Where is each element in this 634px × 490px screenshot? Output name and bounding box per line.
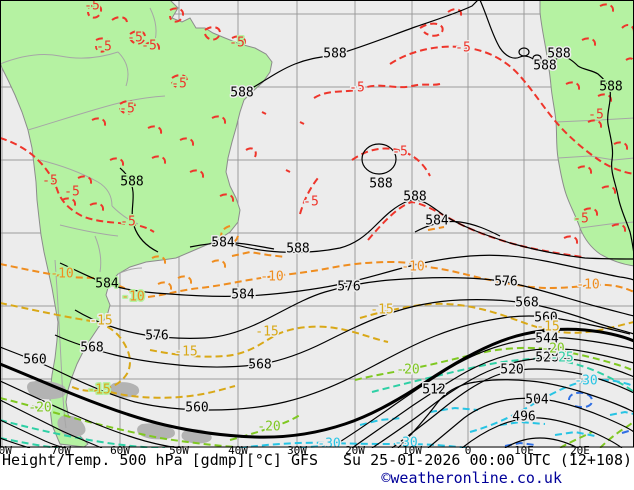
height-contour-label: 520	[500, 363, 523, 378]
temp-contour-label: -5	[96, 40, 112, 55]
temp-contour-label: -5	[127, 31, 143, 46]
height-contour-label: 544	[535, 332, 559, 347]
height-contour-label: 528	[535, 351, 558, 366]
chart-title: Height/Temp. 500 hPa [gdmp][°C] GFS	[2, 451, 319, 469]
temp-contour-label: -5	[588, 108, 604, 123]
height-contour-label: 560	[185, 401, 208, 416]
temp-contour-label: -15	[87, 383, 110, 398]
height-contour-label: 576	[494, 275, 517, 290]
temp-contour-label: -5	[229, 36, 245, 51]
temp-contour-label: -15	[89, 314, 112, 329]
temp-contour-label: -10	[50, 267, 73, 282]
height-contour-label: 560	[23, 353, 46, 368]
height-contour-label: 588	[547, 47, 570, 62]
x-axis-label: 20E	[570, 444, 590, 457]
temp-contour-label: -5	[573, 212, 589, 227]
height-contour-label: 576	[145, 329, 168, 344]
temp-contour-label: -5	[171, 77, 187, 92]
x-axis-label: 10E	[514, 444, 534, 457]
height-contour-label: 560	[534, 311, 557, 326]
x-axis-label: 40W	[228, 444, 248, 457]
height-contours	[0, 0, 634, 448]
height-contour-label: 588	[323, 47, 346, 62]
x-axis-label: 0	[464, 444, 472, 457]
x-axis-label: 20W	[345, 444, 365, 457]
x-axis-label: 70W	[51, 444, 71, 457]
x-axis-label: 30W	[287, 444, 307, 457]
temp-contour-label: -10	[401, 260, 424, 275]
temp-contour-label: -10	[121, 290, 144, 305]
temp-contour-label: -10	[260, 270, 283, 285]
temp-contour-label: -20	[257, 420, 280, 435]
height-contour-label: 568	[248, 358, 271, 373]
height-contour-label: 588	[599, 80, 622, 95]
height-contour-label: 496	[512, 410, 535, 425]
temp-contour-label: -5	[455, 41, 471, 56]
temp-contour-label: -15	[370, 303, 393, 318]
height-contour-label: 504	[525, 393, 549, 408]
temp-contour-label: -25	[550, 351, 573, 366]
temp-contour-label: -5	[349, 81, 365, 96]
chart-timestamp: Su 25-01-2026 00:00 UTC (12+108)	[343, 451, 632, 469]
temp-contour-label: -5	[392, 145, 408, 160]
closed-588-cell	[518, 47, 530, 57]
temp-contour-label: -5	[303, 195, 319, 210]
temp-contour-label: -5	[141, 39, 157, 54]
temp-contour-label: -5	[120, 215, 136, 230]
x-axis-label: 80W	[0, 444, 12, 457]
height-contour-label: 588	[533, 59, 556, 74]
height-contour-label: 588	[286, 242, 309, 257]
temp-contour-label: -5	[42, 174, 58, 189]
temp-contour-label: -30	[317, 437, 340, 449]
x-axis-label: 50W	[169, 444, 189, 457]
height-contour-label: 584	[425, 214, 449, 229]
temp-contour-label: -20	[28, 401, 51, 416]
height-contour-label: 512	[422, 383, 445, 398]
temp-contour-label: -15	[255, 325, 278, 340]
temp-contour-label: -15	[536, 320, 559, 335]
temp-contour-label: -10	[576, 278, 599, 293]
temp-contours	[0, 3, 634, 448]
temp-contour-label: -20	[396, 363, 419, 378]
height-contour-label: 568	[515, 296, 538, 311]
temp-contour-label: -30	[394, 436, 417, 449]
x-axis-label: 60W	[110, 444, 130, 457]
temp-contour-label: -20	[541, 342, 564, 357]
x-axis-label: 10W	[402, 444, 422, 457]
temp-contour-label: -30	[574, 374, 597, 389]
height-contour-label: 568	[80, 341, 103, 356]
height-contour-label: 576	[337, 280, 360, 295]
temp-minus10-contours	[0, 225, 634, 298]
temp-contour-label: -15	[174, 345, 197, 360]
height-contour-label: 588	[230, 86, 253, 101]
height-contour-label: 588	[403, 190, 426, 205]
temp-contour-label: -5	[84, 0, 100, 14]
closed-588-oval	[361, 143, 397, 175]
height-contour-label: 584	[231, 288, 255, 303]
height-contour-label: 588	[369, 177, 392, 192]
thick-552-contour	[0, 327, 634, 439]
height-contour-label: 588	[120, 175, 143, 190]
copyright-link[interactable]: ©weatheronline.co.uk	[381, 469, 562, 487]
temp-label-layer: -5-5-5 -5 -5-5-5-5-5-5-5-5-5-5-5-5-10-10-1…	[27, 0, 606, 449]
temp-contour-label: -5	[119, 102, 135, 117]
temp-contour-label: -5	[64, 185, 80, 200]
height-contour-label: 584	[211, 236, 235, 251]
height-contour-label: 584	[95, 277, 119, 292]
